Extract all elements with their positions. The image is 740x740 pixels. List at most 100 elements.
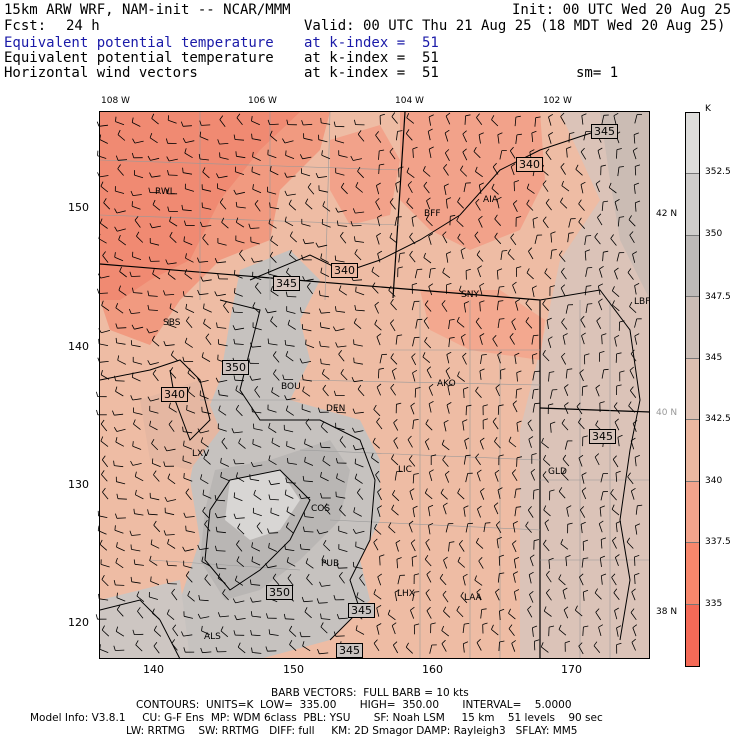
wind-barb — [318, 134, 328, 143]
wind-barb — [630, 437, 636, 450]
wind-barb — [339, 231, 347, 244]
wind-barb — [113, 645, 125, 651]
wind-barb — [560, 539, 569, 550]
wind-barb — [465, 268, 471, 280]
wind-barb — [286, 557, 296, 567]
wind-barb — [268, 422, 277, 433]
wind-barb — [516, 420, 522, 432]
wind-barb — [542, 180, 549, 192]
wind-barb — [113, 460, 124, 468]
wind-barb — [352, 408, 364, 414]
wind-barb — [270, 235, 279, 247]
wind-barb — [476, 250, 484, 262]
wind-barb — [595, 608, 602, 621]
wind-barb — [378, 163, 385, 175]
wind-barb — [425, 419, 433, 431]
wind-barb — [301, 596, 313, 603]
wind-barb — [411, 215, 417, 227]
wind-barb — [357, 384, 365, 397]
wind-barb — [407, 435, 413, 448]
wind-barb — [373, 404, 381, 417]
wind-barb — [407, 181, 413, 193]
wind-barb — [608, 182, 617, 194]
wind-barb — [169, 303, 179, 313]
wind-barb — [267, 528, 279, 534]
wind-barb — [544, 519, 550, 532]
wind-barb — [475, 386, 482, 398]
wind-barb — [550, 249, 557, 260]
wind-barb — [197, 544, 209, 550]
wind-barb — [132, 441, 142, 450]
wind-barb — [405, 129, 413, 141]
wind-barb — [494, 214, 501, 226]
wind-barb — [185, 303, 195, 313]
wind-barb — [460, 591, 468, 604]
wind-barb — [391, 454, 399, 466]
wind-barb — [548, 132, 554, 144]
wind-barb — [512, 200, 518, 212]
wind-barb — [443, 556, 448, 569]
wind-barb — [184, 269, 193, 280]
wind-barb — [408, 520, 414, 533]
wind-barb — [373, 538, 379, 551]
wind-barb — [101, 455, 109, 468]
wind-barb — [585, 303, 593, 314]
lon-label-104w: 104 W — [395, 96, 424, 106]
wind-barb — [532, 625, 538, 637]
contour-label-345-south: 345 — [348, 603, 375, 618]
wind-barb — [184, 220, 195, 226]
wind-barb — [182, 291, 194, 298]
wind-barb — [525, 299, 533, 311]
wind-barb — [134, 471, 144, 482]
wind-barb — [445, 367, 451, 380]
wind-barb — [185, 488, 192, 501]
wind-barb — [546, 317, 552, 330]
wind-barb — [250, 236, 260, 245]
wind-barb — [322, 455, 331, 467]
wind-barb — [130, 190, 142, 196]
wind-barb — [459, 285, 467, 297]
wind-barb — [423, 317, 430, 329]
wind-barb — [335, 422, 345, 431]
wind-barb — [610, 488, 617, 501]
wind-barb — [117, 355, 126, 365]
wind-barb — [527, 419, 533, 432]
wind-barb — [202, 167, 210, 179]
wind-barb — [456, 316, 465, 328]
wind-barb — [426, 606, 432, 619]
wind-barb — [336, 220, 348, 227]
wind-barb — [499, 150, 507, 160]
wind-barb — [236, 113, 243, 126]
wind-barb — [166, 188, 178, 195]
wind-barb — [153, 641, 160, 654]
wind-barb — [114, 208, 126, 214]
wind-barb — [166, 578, 177, 585]
wind-barb — [448, 337, 455, 348]
wind-barb — [613, 588, 620, 601]
wind-barb — [634, 318, 642, 328]
wind-barb — [614, 554, 620, 566]
wind-barb — [254, 386, 261, 398]
wind-barb — [152, 608, 160, 620]
wind-barb — [514, 488, 522, 499]
wind-barb — [181, 631, 193, 637]
wind-barb — [251, 542, 261, 552]
wind-barb — [406, 197, 414, 209]
wind-barb — [233, 513, 245, 519]
wind-barb — [633, 182, 640, 194]
wind-barb — [199, 390, 209, 400]
wind-barb — [550, 231, 556, 243]
wind-barb — [152, 369, 159, 382]
wind-barb — [353, 507, 362, 517]
wind-barb — [167, 206, 178, 212]
station-bff: BFF — [424, 209, 441, 219]
wind-barb — [531, 130, 537, 143]
wind-barb — [491, 115, 499, 127]
wind-barb — [235, 385, 244, 396]
contour-lines — [99, 129, 641, 660]
wind-barb — [320, 613, 331, 620]
wind-barb — [532, 402, 540, 413]
wind-barb — [250, 342, 262, 348]
wind-barb — [136, 591, 145, 603]
x-tick-140: 140 — [143, 663, 164, 676]
